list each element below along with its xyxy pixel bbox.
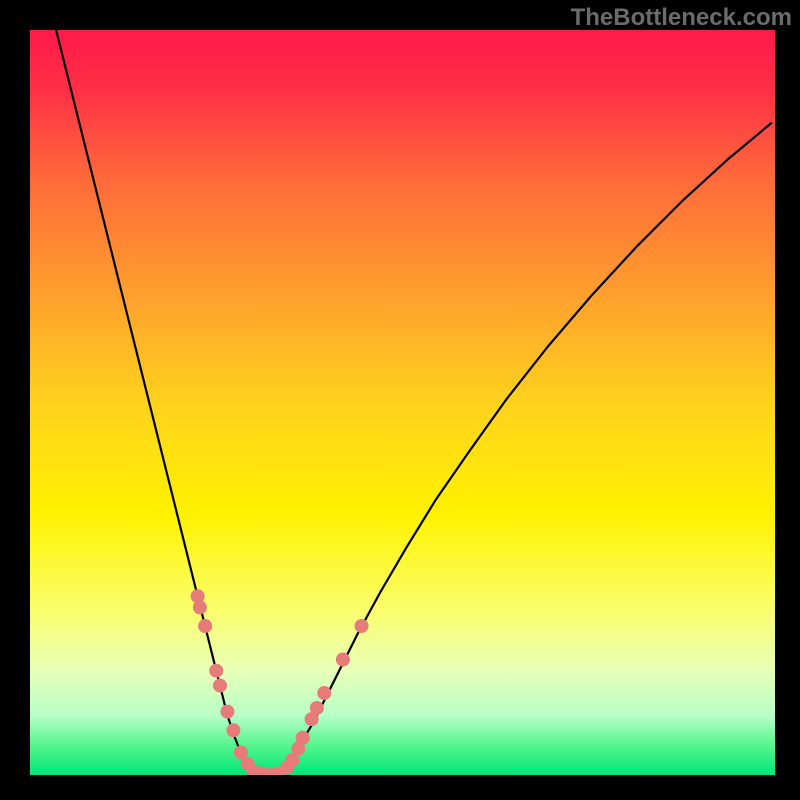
data-marker <box>220 705 234 719</box>
data-marker <box>213 679 227 693</box>
data-marker <box>317 686 331 700</box>
data-marker <box>209 664 223 678</box>
data-marker <box>310 701 324 715</box>
watermark-text: TheBottleneck.com <box>571 4 792 32</box>
data-marker <box>193 600 207 614</box>
data-marker <box>355 619 369 633</box>
plot-svg <box>30 30 775 775</box>
data-marker <box>336 653 350 667</box>
gradient-background <box>30 30 775 775</box>
data-marker <box>296 731 310 745</box>
plot-area <box>30 30 775 775</box>
data-marker <box>198 619 212 633</box>
data-marker <box>226 723 240 737</box>
bottleneck-chart: TheBottleneck.com <box>0 0 800 800</box>
